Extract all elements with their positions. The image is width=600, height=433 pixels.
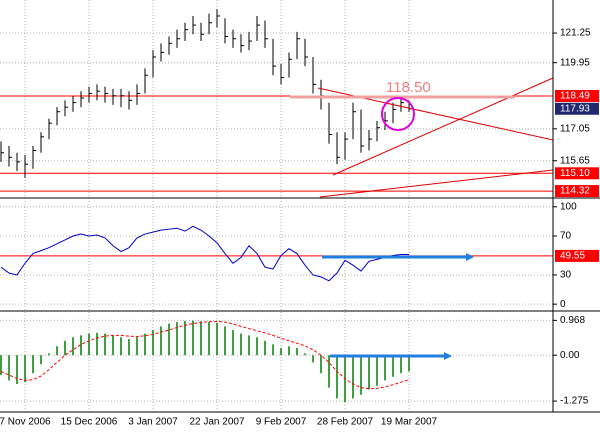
arrow-head <box>444 352 452 360</box>
last-price-box <box>555 102 599 115</box>
level-label: 49.55 <box>560 251 585 262</box>
last-price-label: 117.93 <box>560 103 590 114</box>
x-tick-label: 15 Dec 2006 <box>61 417 118 428</box>
trend-line <box>319 169 554 198</box>
signal-line <box>0 320 410 390</box>
level-label-box <box>555 249 599 262</box>
x-tick-label: 28 Feb 2007 <box>317 417 374 428</box>
level-label-box <box>555 167 599 180</box>
level-label-box <box>555 185 599 198</box>
y-tick-label: 100 <box>560 201 577 212</box>
oscillator-line <box>0 225 409 282</box>
y-tick-label: 117.05 <box>560 123 590 134</box>
y-tick-label: 70 <box>560 231 572 242</box>
drawings <box>0 0 600 413</box>
x-tick-label: 9 Feb 2007 <box>256 417 307 428</box>
highlight-circle <box>381 97 415 131</box>
x-tick-label: 3 Jan 2007 <box>128 417 178 428</box>
x-tick-label: 7 Nov 2006 <box>0 417 51 428</box>
annotation: 118.50 <box>386 79 431 96</box>
y-tick-label: 115.65 <box>560 155 590 166</box>
y-tick-label: 121.25 <box>560 28 591 39</box>
y-tick-label: 0 <box>560 299 566 310</box>
arrow-head <box>466 253 474 261</box>
y-tick-label: -1.275 <box>560 396 589 407</box>
level-label-box <box>555 89 599 102</box>
y-tick-label: 30 <box>560 270 572 281</box>
level-label: 115.10 <box>560 168 590 179</box>
y-tick-label: 0.968 <box>560 315 585 326</box>
y-tick-label: 119.95 <box>560 57 590 68</box>
y-tick-label: 0.00 <box>560 350 580 361</box>
trend-line <box>332 77 554 176</box>
level-label: 114.32 <box>560 186 590 197</box>
x-tick-label: 19 Mar 2007 <box>381 417 438 428</box>
x-tick-label: 22 Jan 2007 <box>189 417 244 428</box>
level-label: 118.49 <box>560 91 590 102</box>
